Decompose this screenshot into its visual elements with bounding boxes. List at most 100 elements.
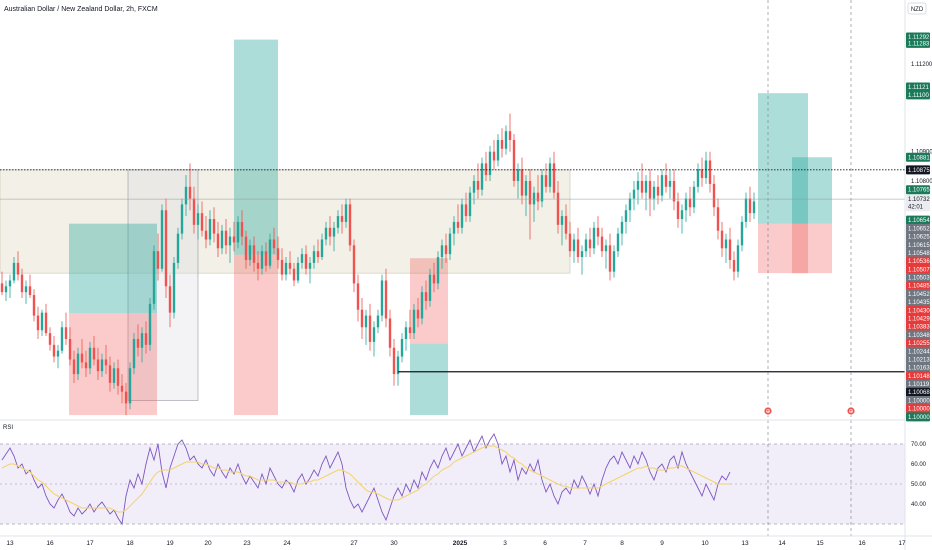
candle-body <box>52 344 56 357</box>
candle-body <box>212 219 216 234</box>
price-label-bg <box>906 346 930 356</box>
candle-body <box>556 192 560 225</box>
position-target-zone[interactable] <box>758 93 808 224</box>
candle-body <box>164 210 168 287</box>
candle-body <box>496 139 500 161</box>
candle-body <box>44 312 48 334</box>
candle-body <box>88 347 92 369</box>
candle-body <box>364 315 368 328</box>
candle-body <box>400 338 404 357</box>
position-stop-zone[interactable] <box>234 254 278 416</box>
candle-body <box>652 186 656 199</box>
price-label: 1.11292 <box>908 35 930 41</box>
candle-body <box>592 227 596 249</box>
rsi-ma-line <box>1 445 730 513</box>
candle-body <box>16 262 20 275</box>
candle-body <box>380 280 384 316</box>
candle-body <box>588 239 592 249</box>
candle-body <box>608 245 612 272</box>
candle-body <box>568 233 572 252</box>
price-label: 1.10163 <box>908 366 930 372</box>
price-label-bg <box>906 404 930 414</box>
candle-body <box>616 233 620 252</box>
candle-body <box>4 286 8 293</box>
candle-body <box>428 274 432 301</box>
candle-body <box>116 368 120 386</box>
candle-body <box>40 312 44 331</box>
price-label: 1.10615 <box>908 243 930 249</box>
time-tick: 10 <box>701 540 709 547</box>
candle-body <box>20 274 24 293</box>
price-label: 1.10625 <box>908 235 930 241</box>
candle-body <box>328 227 332 237</box>
time-tick: 18 <box>126 540 134 547</box>
candle-body <box>476 180 480 190</box>
price-label: 1.10503 <box>908 276 930 282</box>
rsi-tick: 60.00 <box>911 462 927 468</box>
candle-body <box>464 204 468 217</box>
candle-body <box>72 359 76 375</box>
position-target-zone[interactable] <box>234 39 278 255</box>
candle-body <box>676 201 680 219</box>
candle-body <box>232 236 236 243</box>
lines-layer[interactable]: ⊕ ⊕ <box>0 0 905 536</box>
position-target-zone[interactable] <box>792 157 832 224</box>
price-label-bg <box>906 248 930 258</box>
position-target-zone[interactable] <box>69 223 157 314</box>
candle-body <box>296 262 300 281</box>
time-axis[interactable]: 13 16 17 18 19 20 23 24 27 30 2025 3 6 7 8 9 10 13 14 15 16 1… <box>6 540 906 547</box>
price-label: 1.10000 <box>908 407 930 413</box>
candle-body <box>128 368 132 404</box>
candle-body <box>480 163 484 190</box>
rsi-line <box>1 433 731 526</box>
candle-body <box>584 239 588 252</box>
price-label: 1.10383 <box>908 325 930 331</box>
candle-body <box>316 251 320 258</box>
candle-body <box>124 391 128 404</box>
price-label: 1.10348 <box>908 333 930 339</box>
candle-body <box>168 286 172 313</box>
candle-body <box>276 248 280 260</box>
candle-body <box>28 286 32 296</box>
candle-body <box>708 160 712 184</box>
candle-body <box>220 230 224 249</box>
price-label-bg <box>906 412 930 422</box>
time-tick: 16 <box>858 540 866 547</box>
candle-body <box>552 163 556 193</box>
price-label: 1.11121 <box>908 85 929 91</box>
price-label: 1.10536 <box>908 259 930 265</box>
position-stop-zone[interactable] <box>792 223 832 274</box>
candle-body <box>268 239 272 266</box>
event-marker[interactable] <box>846 406 856 416</box>
price-label-bg <box>906 256 930 266</box>
event-marker-glyph: ⊕ <box>848 408 853 415</box>
candle-body <box>416 309 420 319</box>
price-label-bg <box>906 223 930 233</box>
time-tick: 15 <box>816 540 824 547</box>
price-label-bg <box>906 273 930 283</box>
candle-body <box>252 245 256 263</box>
candle-body <box>500 139 504 149</box>
price-label-bg <box>906 305 930 315</box>
candle-body <box>692 186 696 208</box>
event-marker[interactable] <box>763 406 773 416</box>
currency-box[interactable] <box>907 2 927 15</box>
candle-body <box>444 245 448 255</box>
candle-body <box>392 347 396 375</box>
candle-body <box>672 180 676 202</box>
price-label: 1.10000 <box>908 398 930 404</box>
candle-body <box>12 262 16 281</box>
candle-body <box>272 239 276 249</box>
price-label-bg <box>906 322 930 332</box>
candle-body <box>728 239 732 260</box>
position-stop-zone[interactable] <box>758 223 808 274</box>
candle-body <box>704 160 708 179</box>
candle-body <box>344 204 348 222</box>
candle-body <box>144 333 148 345</box>
position-target-zone[interactable] <box>410 343 448 416</box>
price-label: 1.10000 <box>908 415 930 421</box>
candle-body <box>240 221 244 237</box>
time-tick: 13 <box>741 540 749 547</box>
